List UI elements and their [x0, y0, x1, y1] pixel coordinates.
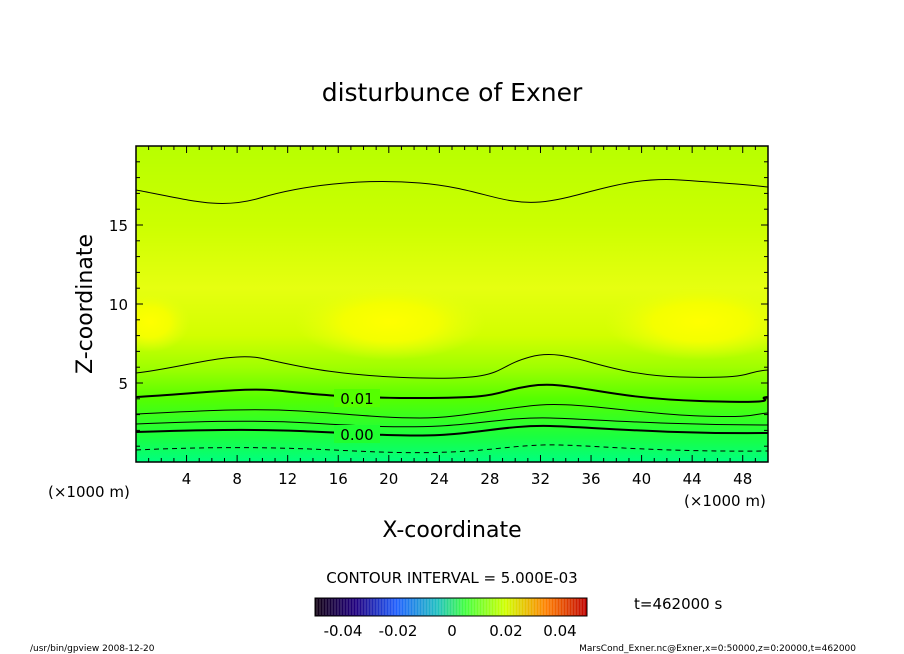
- x-tick-label: 32: [531, 470, 550, 488]
- x-unit-right: (×1000 m): [684, 492, 766, 510]
- x-tick-label: 44: [683, 470, 702, 488]
- colorbar-tick-label: 0.04: [543, 622, 576, 640]
- y-tick-label: 5: [118, 375, 128, 393]
- contour-line: [136, 179, 768, 204]
- max-region-edge: [136, 292, 190, 352]
- x-tick-label: 20: [379, 470, 398, 488]
- footer-left: /usr/bin/gpview 2008-12-20: [30, 644, 155, 654]
- x-tick-label: 48: [733, 470, 752, 488]
- colorbar-tick-label: -0.04: [324, 622, 363, 640]
- contour-label-bg: [334, 389, 380, 407]
- colorbar-tick-label: 0.02: [489, 622, 522, 640]
- x-axis: 4 8 12 16 20 24 28 32 36 40 44 48: [148, 146, 756, 488]
- x-tick-label: 4: [182, 470, 192, 488]
- x-unit-left: (×1000 m): [48, 483, 130, 501]
- plot-area: [136, 146, 768, 462]
- colorbar-ticks: -0.04 -0.02 0 0.02 0.04: [324, 622, 577, 640]
- colorbar-tick-label: -0.02: [379, 622, 418, 640]
- x-tick-label: 16: [329, 470, 348, 488]
- contour-label-bg: [334, 425, 380, 443]
- colorbar-fill: [314, 597, 588, 617]
- contour-line: [136, 354, 768, 379]
- chart-title: disturbunce of Exner: [322, 78, 583, 107]
- x-tick-label: 24: [430, 470, 449, 488]
- contour-interval: CONTOUR INTERVAL = 5.000E-03: [326, 569, 577, 587]
- y-tick-label: 10: [109, 296, 128, 314]
- x-tick-label: 8: [232, 470, 242, 488]
- contour-line: [136, 417, 768, 428]
- contour-label: 0.00: [340, 426, 373, 444]
- contour-label: 0.01: [340, 390, 373, 408]
- x-tick-label: 12: [278, 470, 297, 488]
- y-axis-label: Z-coordinate: [73, 234, 98, 374]
- max-region-left: [295, 284, 485, 360]
- contour-line-bold: [136, 424, 768, 437]
- colorbar-stripes: [316, 599, 585, 615]
- contour-line-bold: [136, 383, 768, 403]
- max-region-right: [605, 284, 768, 360]
- colorbar-tick-label: 0: [447, 622, 457, 640]
- y-axis: 5 10 15: [109, 161, 768, 447]
- x-tick-label: 36: [581, 470, 600, 488]
- footer-right: MarsCond_Exner.nc@Exner,x=0:50000,z=0:20…: [579, 644, 856, 654]
- time-label: t=462000 s: [634, 595, 722, 613]
- colorbar: [314, 597, 588, 617]
- contour-line: [136, 404, 768, 419]
- x-axis-label: X-coordinate: [382, 518, 521, 543]
- x-tick-label: 40: [632, 470, 651, 488]
- x-tick-label: 28: [480, 470, 499, 488]
- y-tick-label: 15: [109, 217, 128, 235]
